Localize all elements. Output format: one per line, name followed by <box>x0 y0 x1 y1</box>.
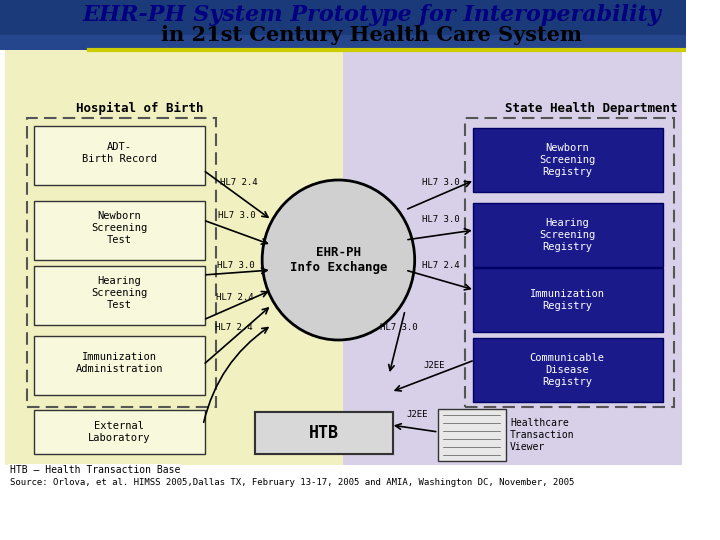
Text: ADT-
Birth Record: ADT- Birth Record <box>81 142 157 164</box>
Text: HTB – Health Transaction Base: HTB – Health Transaction Base <box>9 465 180 475</box>
Text: External
Laboratory: External Laboratory <box>88 421 150 443</box>
Text: Newborn
Screening
Test: Newborn Screening Test <box>91 211 148 245</box>
Text: HL7 2.4: HL7 2.4 <box>220 178 257 187</box>
Text: HL7 2.4: HL7 2.4 <box>422 261 459 270</box>
Text: State Health Department: State Health Department <box>505 102 678 115</box>
Text: Hearing
Screening
Test: Hearing Screening Test <box>91 276 148 309</box>
Text: Source: Orlova, et al. HIMSS 2005,Dallas TX, February 13-17, 2005 and AMIA, Wash: Source: Orlova, et al. HIMSS 2005,Dallas… <box>9 478 574 487</box>
FancyBboxPatch shape <box>35 336 205 395</box>
Text: EHR-PH
Info Exchange: EHR-PH Info Exchange <box>289 246 387 274</box>
FancyBboxPatch shape <box>473 128 662 192</box>
Text: Hospital of Birth: Hospital of Birth <box>76 102 204 115</box>
FancyBboxPatch shape <box>35 126 205 185</box>
FancyBboxPatch shape <box>35 201 205 260</box>
FancyBboxPatch shape <box>5 50 343 465</box>
Text: HL7 3.0: HL7 3.0 <box>217 261 254 270</box>
FancyBboxPatch shape <box>35 410 205 454</box>
FancyBboxPatch shape <box>35 266 205 325</box>
FancyBboxPatch shape <box>256 412 392 454</box>
FancyBboxPatch shape <box>0 0 686 50</box>
Text: EHR-PH System Prototype for Interoperability: EHR-PH System Prototype for Interoperabi… <box>82 4 661 26</box>
Text: Newborn
Screening
Registry: Newborn Screening Registry <box>539 144 595 177</box>
Text: HL7 3.0: HL7 3.0 <box>379 323 418 332</box>
Text: Hearing
Screening
Registry: Hearing Screening Registry <box>539 218 595 252</box>
FancyBboxPatch shape <box>0 35 686 50</box>
FancyBboxPatch shape <box>473 203 662 267</box>
Text: Communicable
Disease
Registry: Communicable Disease Registry <box>530 353 605 387</box>
Circle shape <box>262 180 415 340</box>
Text: HTB: HTB <box>309 424 339 442</box>
Text: Immunization
Administration: Immunization Administration <box>76 352 163 374</box>
Text: HL7 3.0: HL7 3.0 <box>217 211 255 220</box>
Text: HL7 2.4: HL7 2.4 <box>215 323 253 332</box>
FancyBboxPatch shape <box>473 268 662 332</box>
FancyBboxPatch shape <box>438 409 506 461</box>
Text: J2EE: J2EE <box>407 410 428 419</box>
Text: Immunization
Registry: Immunization Registry <box>530 289 605 311</box>
Text: HL7 2.4: HL7 2.4 <box>216 293 253 302</box>
Text: HL7 3.0: HL7 3.0 <box>422 215 459 224</box>
FancyBboxPatch shape <box>473 338 662 402</box>
Text: Healthcare
Transaction
Viewer: Healthcare Transaction Viewer <box>510 418 575 451</box>
Text: in 21st Century Health Care System: in 21st Century Health Care System <box>161 25 582 45</box>
Text: J2EE: J2EE <box>423 361 444 370</box>
FancyBboxPatch shape <box>263 418 400 460</box>
FancyBboxPatch shape <box>343 50 682 465</box>
FancyBboxPatch shape <box>256 412 392 454</box>
Text: HL7 3.0: HL7 3.0 <box>422 178 459 187</box>
